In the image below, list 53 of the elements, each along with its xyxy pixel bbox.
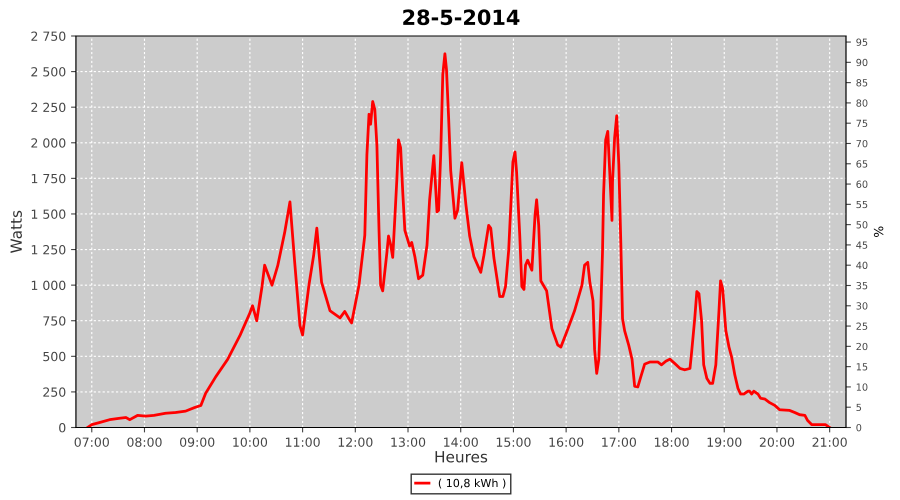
x-tick-label: 14:00 xyxy=(444,437,478,447)
y-tick-label: 1 000 xyxy=(32,280,66,290)
y2-tick-label: 60 xyxy=(856,180,868,188)
x-tick-label: 15:00 xyxy=(496,437,531,447)
y-tick-label: 1 250 xyxy=(32,245,66,254)
y2-tick-label: 5 xyxy=(856,404,862,412)
line-series xyxy=(86,52,832,428)
y-tick-label: 0 xyxy=(59,422,66,432)
y-tick-label: 2 250 xyxy=(31,102,66,112)
y2-tick-label: 80 xyxy=(856,99,868,107)
y2-tick-label: 30 xyxy=(856,302,868,310)
x-tick-label: 17:00 xyxy=(602,437,636,447)
x-tick-label: 16:00 xyxy=(549,437,584,447)
y2-tick-label: 35 xyxy=(856,282,868,290)
y-tick-label: 1 500 xyxy=(32,209,66,219)
x-tick-label: 08:00 xyxy=(127,437,162,447)
y2-tick-label: 0 xyxy=(856,424,862,432)
y2-tick-label: 20 xyxy=(856,342,868,350)
x-tick-label: 20:00 xyxy=(760,437,794,447)
y-tick-label: 2 500 xyxy=(31,67,66,77)
y-tick-label: 500 xyxy=(43,352,66,362)
y2-tick-label: 85 xyxy=(856,79,868,86)
x-tick-label: 21:00 xyxy=(812,437,847,447)
y2-tick-label: 25 xyxy=(856,322,868,330)
y2-tick-label: 75 xyxy=(856,120,868,128)
y-tick-label: 1 750 xyxy=(32,174,66,184)
y-axis-title: Watts xyxy=(10,210,22,253)
x-axis-title: Heures xyxy=(436,451,488,463)
y2-tick-label: 45 xyxy=(856,242,868,249)
y2-tick-label: 10 xyxy=(856,383,868,391)
legend-label: ( 10,8 kWh ) xyxy=(438,478,506,489)
y2-tick-label: 15 xyxy=(856,363,868,370)
x-tick-label: 13:00 xyxy=(391,437,426,447)
y2-tick-label: 50 xyxy=(856,221,868,228)
y2-tick-label: 55 xyxy=(856,200,868,208)
x-tick-label: 10:00 xyxy=(233,437,268,447)
y-tick-label: 250 xyxy=(43,387,66,397)
x-tick-label: 12:00 xyxy=(338,437,372,447)
x-tick-label: 19:00 xyxy=(708,437,742,447)
y-tick-label: 2 750 xyxy=(31,31,66,41)
x-tick-label: 11:00 xyxy=(286,437,320,447)
y-tick-label: 750 xyxy=(43,316,66,326)
chart-title: 28-5-2014 xyxy=(403,9,520,26)
y2-tick-label: 40 xyxy=(856,262,868,270)
y2-tick-label: 70 xyxy=(856,140,868,148)
y-tick-label: 2 000 xyxy=(31,138,66,148)
x-tick-label: 07:00 xyxy=(74,437,109,447)
x-tick-label: 09:00 xyxy=(180,437,214,447)
y2-tick-label: 95 xyxy=(856,38,868,46)
y2-tick-label: 90 xyxy=(856,58,868,66)
x-tick-label: 18:00 xyxy=(654,437,689,447)
y2-axis-title: % xyxy=(874,226,884,237)
y2-tick-label: 65 xyxy=(856,160,868,168)
